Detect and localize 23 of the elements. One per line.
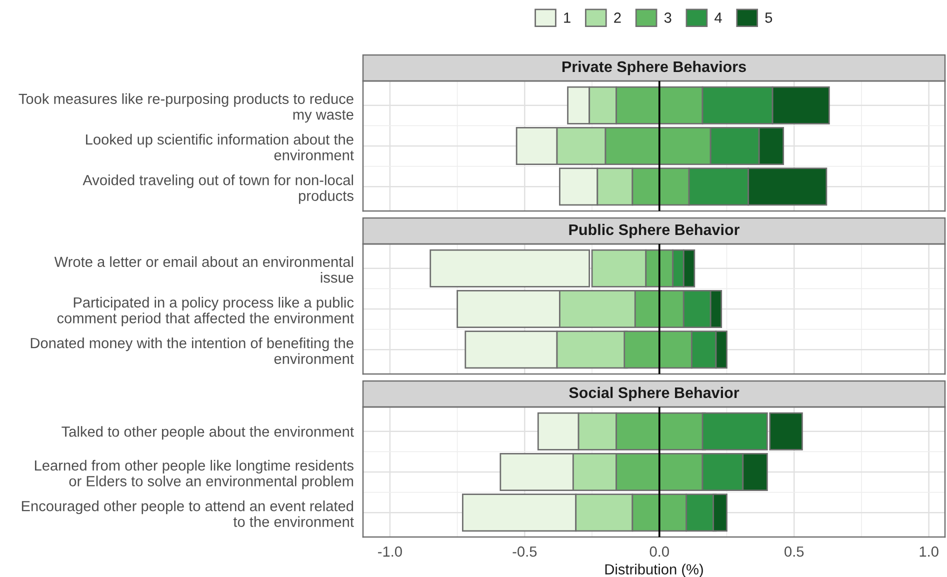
legend-label: 4 <box>714 12 722 23</box>
y-tick-label: Talked to other people about the environment <box>62 426 354 440</box>
y-tick-label: Learned from other people like longtime residents or Elders to solve an environmental problem <box>34 460 354 490</box>
legend-label: 5 <box>765 12 772 23</box>
y-tick-label: Looked up scientific information about the environment <box>86 134 354 160</box>
y-tick-label: Encouraged other people to attend an event related to the environment <box>22 500 354 527</box>
x-tick-label: 0.0 <box>650 546 669 557</box>
y-tick-label: Took measures like re-purposing products to reduce my waste <box>18 93 354 123</box>
legend-label: 2 <box>614 12 621 23</box>
y-tick-label: Participated in a policy process like a public comment period that affected the environment <box>57 296 354 326</box>
chart-title: Public Sphere Behavior <box>569 224 740 238</box>
y-tick-label: Donated money with the intention of benefiting the environment <box>30 338 354 364</box>
x-tick-label: -0.5 <box>512 546 537 557</box>
x-axis-title: Distribution (%) <box>605 564 703 577</box>
x-tick-label: 1.0 <box>920 546 938 557</box>
legend-label: 3 <box>664 12 672 23</box>
x-tick-label: -1.0 <box>378 546 402 557</box>
chart-title: Social Sphere Behavior <box>569 386 740 402</box>
chart-title: Private Sphere Behaviors <box>562 60 746 76</box>
y-tick-label: Wrote a letter or email about an environmental issue <box>54 256 354 283</box>
y-tick-label: Avoided traveling out of town for non-local products <box>82 174 354 204</box>
legend-label: 1 <box>564 12 570 23</box>
x-tick-label: 0.5 <box>784 546 804 557</box>
